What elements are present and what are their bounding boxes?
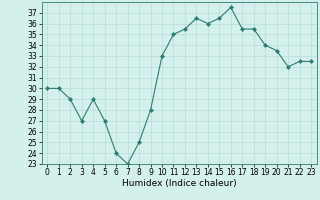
X-axis label: Humidex (Indice chaleur): Humidex (Indice chaleur): [122, 179, 236, 188]
